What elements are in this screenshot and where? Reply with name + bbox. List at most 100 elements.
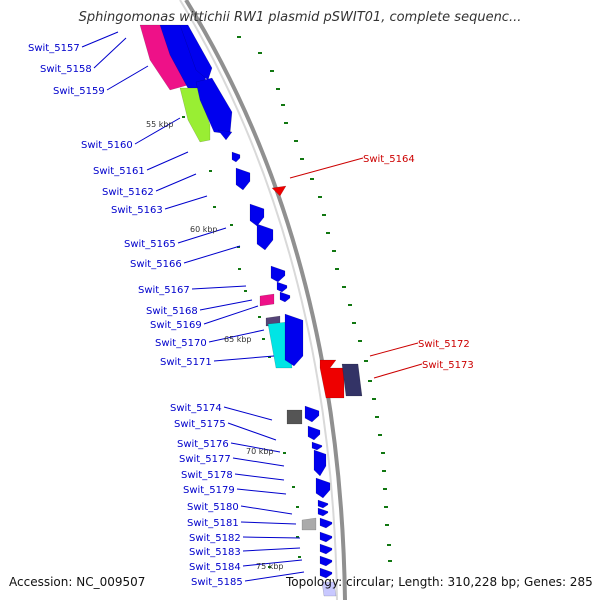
gene-label-swit-5183[interactable]: Swit_5183 xyxy=(189,547,241,558)
feature-swit-5168[interactable] xyxy=(276,281,288,293)
tick-mark xyxy=(348,304,352,306)
gene-label-swit-5161[interactable]: Swit_5161 xyxy=(93,166,145,177)
gene-features xyxy=(139,24,363,597)
gene-label-swit-5174[interactable]: Swit_5174 xyxy=(170,403,222,414)
leader-line xyxy=(244,571,305,582)
feature-swit-5161[interactable] xyxy=(231,151,241,163)
gene-label-swit-5165[interactable]: Swit_5165 xyxy=(124,239,176,250)
gene-label-swit-5168[interactable]: Swit_5168 xyxy=(146,306,198,317)
feature-swit-5185[interactable] xyxy=(319,555,333,567)
feature-swit-5181b[interactable] xyxy=(301,517,317,531)
tick-mark xyxy=(296,506,299,508)
feature-swit-5157b[interactable] xyxy=(179,24,213,81)
tick-mark xyxy=(258,316,261,318)
leader-line xyxy=(373,363,423,379)
leader-line xyxy=(227,422,277,441)
feature-swit-5177[interactable] xyxy=(311,441,323,451)
scale-label: 70 kbp xyxy=(246,447,274,456)
feature-swit-5167[interactable] xyxy=(270,265,286,283)
gene-label-swit-5169[interactable]: Swit_5169 xyxy=(150,320,202,331)
leader-line xyxy=(164,195,208,210)
feature-swit-5183[interactable] xyxy=(319,531,333,543)
feature-swit-5166[interactable] xyxy=(256,223,274,251)
feature-swit-5162[interactable] xyxy=(235,167,251,191)
gene-label-swit-5166[interactable]: Swit_5166 xyxy=(130,259,182,270)
feature-swit-5164[interactable] xyxy=(271,185,287,197)
leader-line xyxy=(208,329,265,343)
gene-label-swit-5171[interactable]: Swit_5171 xyxy=(160,357,212,368)
tick-mark xyxy=(292,486,295,488)
gene-label-swit-5181[interactable]: Swit_5181 xyxy=(187,518,239,529)
feature-swit-5176[interactable] xyxy=(307,425,321,441)
gene-label-swit-5164[interactable]: Swit_5164 xyxy=(363,154,415,165)
leader-line xyxy=(199,299,253,311)
tick-mark xyxy=(352,322,356,324)
gene-label-swit-5180[interactable]: Swit_5180 xyxy=(187,502,239,513)
leader-line xyxy=(134,117,181,145)
gene-label-swit-5178[interactable]: Swit_5178 xyxy=(181,470,233,481)
tick-mark xyxy=(384,506,388,508)
feature-swit-5174[interactable] xyxy=(286,409,303,425)
gene-label-swit-5159[interactable]: Swit_5159 xyxy=(53,86,105,97)
tick-mark xyxy=(283,452,286,454)
feature-swit-5182[interactable] xyxy=(319,517,333,529)
gene-label-swit-5167[interactable]: Swit_5167 xyxy=(138,285,190,296)
leader-line xyxy=(242,547,301,552)
tick-mark xyxy=(296,536,299,538)
feature-swit-5180[interactable] xyxy=(317,499,329,509)
gene-label-swit-5170[interactable]: Swit_5170 xyxy=(155,338,207,349)
tick-mark xyxy=(182,116,185,118)
gene-label-swit-5185[interactable]: Swit_5185 xyxy=(191,577,243,588)
leader-line xyxy=(93,37,127,69)
gene-label-swit-5176[interactable]: Swit_5176 xyxy=(177,439,229,450)
gene-label-swit-5184[interactable]: Swit_5184 xyxy=(189,562,241,573)
tick-mark xyxy=(332,250,336,252)
tick-mark xyxy=(335,268,339,270)
tick-mark xyxy=(237,36,241,38)
feature-swit-5175[interactable] xyxy=(304,405,320,423)
tick-mark xyxy=(209,170,212,172)
feature-swit-5165[interactable] xyxy=(249,203,265,227)
feature-swit-5172[interactable] xyxy=(319,359,345,399)
gene-label-swit-5175[interactable]: Swit_5175 xyxy=(174,419,226,430)
feature-swit-5181[interactable] xyxy=(317,507,329,517)
tick-mark xyxy=(383,488,387,490)
tick-mark xyxy=(372,398,376,400)
feature-swit-5173[interactable] xyxy=(341,363,363,397)
feature-swit-5178[interactable] xyxy=(313,449,327,477)
feature-swit-5168b[interactable] xyxy=(259,293,275,307)
scale-label: 60 kbp xyxy=(190,225,218,234)
leader-line xyxy=(240,521,297,525)
gene-label-swit-5160[interactable]: Swit_5160 xyxy=(81,140,133,151)
tick-mark xyxy=(238,268,241,270)
tick-mark xyxy=(326,232,330,234)
leader-line xyxy=(183,245,241,264)
feature-swit-5185b[interactable] xyxy=(319,567,333,579)
gene-label-swit-5177[interactable]: Swit_5177 xyxy=(179,454,231,465)
tick-mark xyxy=(262,338,265,340)
gene-label-swit-5182[interactable]: Swit_5182 xyxy=(189,533,241,544)
leader-line xyxy=(369,342,419,357)
leader-line xyxy=(236,488,287,495)
tick-mark xyxy=(388,560,392,562)
gene-label-swit-5158[interactable]: Swit_5158 xyxy=(40,64,92,75)
feature-swit-5171b[interactable] xyxy=(284,313,304,367)
gene-label-swit-5173[interactable]: Swit_5173 xyxy=(422,360,474,371)
leader-line xyxy=(191,285,247,290)
feature-swit-5184[interactable] xyxy=(319,543,333,555)
leader-line xyxy=(155,173,197,192)
tick-mark xyxy=(258,52,262,54)
gene-label-swit-5157[interactable]: Swit_5157 xyxy=(28,43,80,54)
feature-swit-5169[interactable] xyxy=(279,291,291,303)
gene-label-swit-5172[interactable]: Swit_5172 xyxy=(418,339,470,350)
gene-label-swit-5163[interactable]: Swit_5163 xyxy=(111,205,163,216)
feature-swit-5160b[interactable] xyxy=(217,129,233,141)
tick-mark xyxy=(294,140,298,142)
leader-line xyxy=(146,151,189,171)
gene-label-swit-5179[interactable]: Swit_5179 xyxy=(183,485,235,496)
leader-line xyxy=(242,559,303,567)
feature-partial[interactable] xyxy=(321,581,337,597)
gene-label-swit-5162[interactable]: Swit_5162 xyxy=(102,187,154,198)
feature-swit-5179[interactable] xyxy=(315,477,331,499)
tick-mark xyxy=(270,70,274,72)
